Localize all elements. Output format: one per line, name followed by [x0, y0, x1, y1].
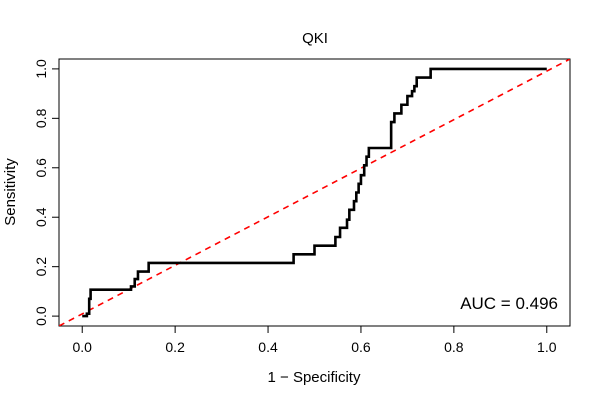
x-axis: 0.0 0.2 0.4 0.6 0.8 1.0	[72, 325, 557, 355]
auc-annotation: AUC = 0.496	[460, 294, 558, 313]
y-tick-label: 1.0	[33, 59, 49, 79]
chart-title: QKI	[302, 30, 328, 47]
x-tick-label: 0.2	[165, 339, 185, 355]
reference-diagonal-line	[59, 59, 570, 326]
x-axis-label: 1 − Specificity	[268, 369, 361, 386]
x-tick-label: 1.0	[537, 339, 557, 355]
y-axis: 0.0 0.2 0.4 0.6 0.8 1.0	[33, 59, 60, 326]
series-layer	[59, 59, 570, 326]
y-tick-label: 0.4	[33, 207, 49, 227]
y-tick-label: 0.0	[33, 306, 49, 326]
x-tick-label: 0.8	[444, 339, 464, 355]
x-tick-label: 0.4	[258, 339, 278, 355]
y-tick-label: 0.2	[33, 257, 49, 277]
roc-curve-line	[82, 67, 547, 318]
y-tick-label: 0.8	[33, 108, 49, 128]
y-axis-label: Sensitivity	[2, 158, 19, 226]
y-tick-label: 0.6	[33, 158, 49, 178]
x-tick-label: 0.6	[351, 339, 371, 355]
x-tick-label: 0.0	[72, 339, 92, 355]
